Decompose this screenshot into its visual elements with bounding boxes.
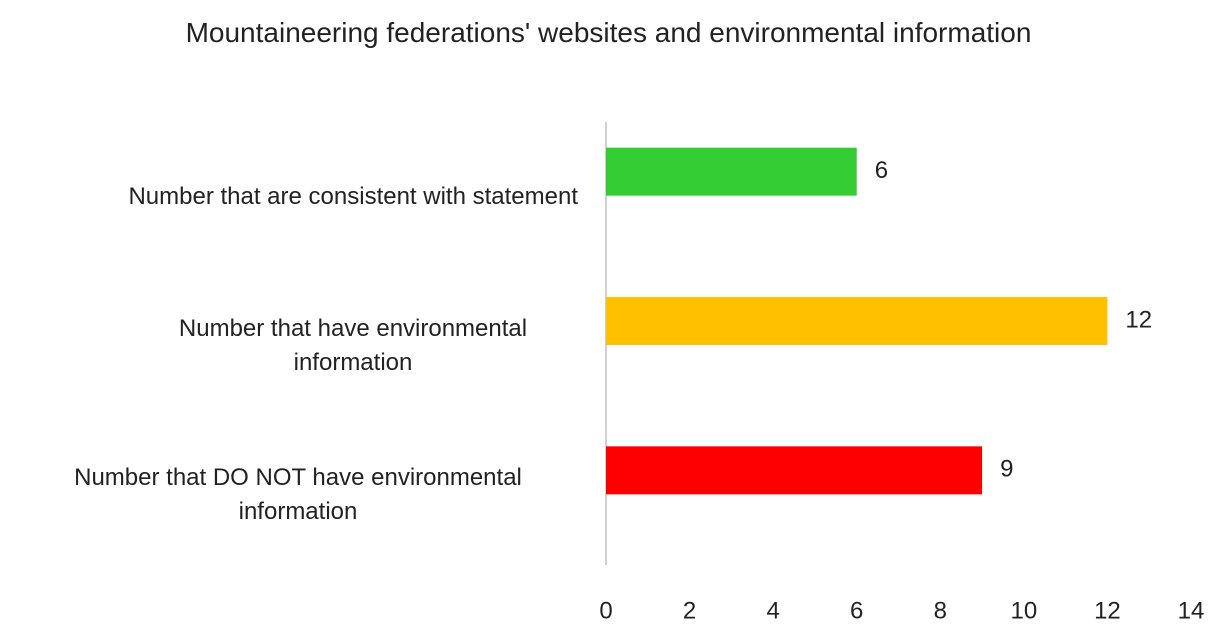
bar (606, 297, 1108, 345)
bar (606, 446, 983, 495)
x-tick-label: 12 (1094, 597, 1121, 624)
data-label: 12 (1125, 306, 1152, 333)
x-tick-label: 4 (766, 597, 779, 624)
y-tick-label: Number that have environmental informati… (178, 315, 528, 376)
x-tick-label: 10 (1011, 597, 1038, 624)
y-tick-label: Number that DO NOT have environmental in… (74, 464, 522, 526)
bar (606, 147, 857, 196)
x-tick-label: 2 (683, 597, 696, 624)
chart-title: Mountaineering federations' websites and… (185, 17, 1032, 48)
y-tick-label: Number that are consistent with statemen… (128, 182, 578, 210)
data-label: 6 (875, 157, 888, 184)
data-label: 9 (1000, 456, 1013, 483)
x-tick-label: 8 (934, 597, 947, 624)
x-tick-label: 0 (599, 597, 612, 624)
x-tick-label: 14 (1178, 597, 1205, 624)
x-tick-label: 6 (850, 597, 863, 624)
title-box: Mountaineering federations' websites and… (0, 14, 1217, 52)
